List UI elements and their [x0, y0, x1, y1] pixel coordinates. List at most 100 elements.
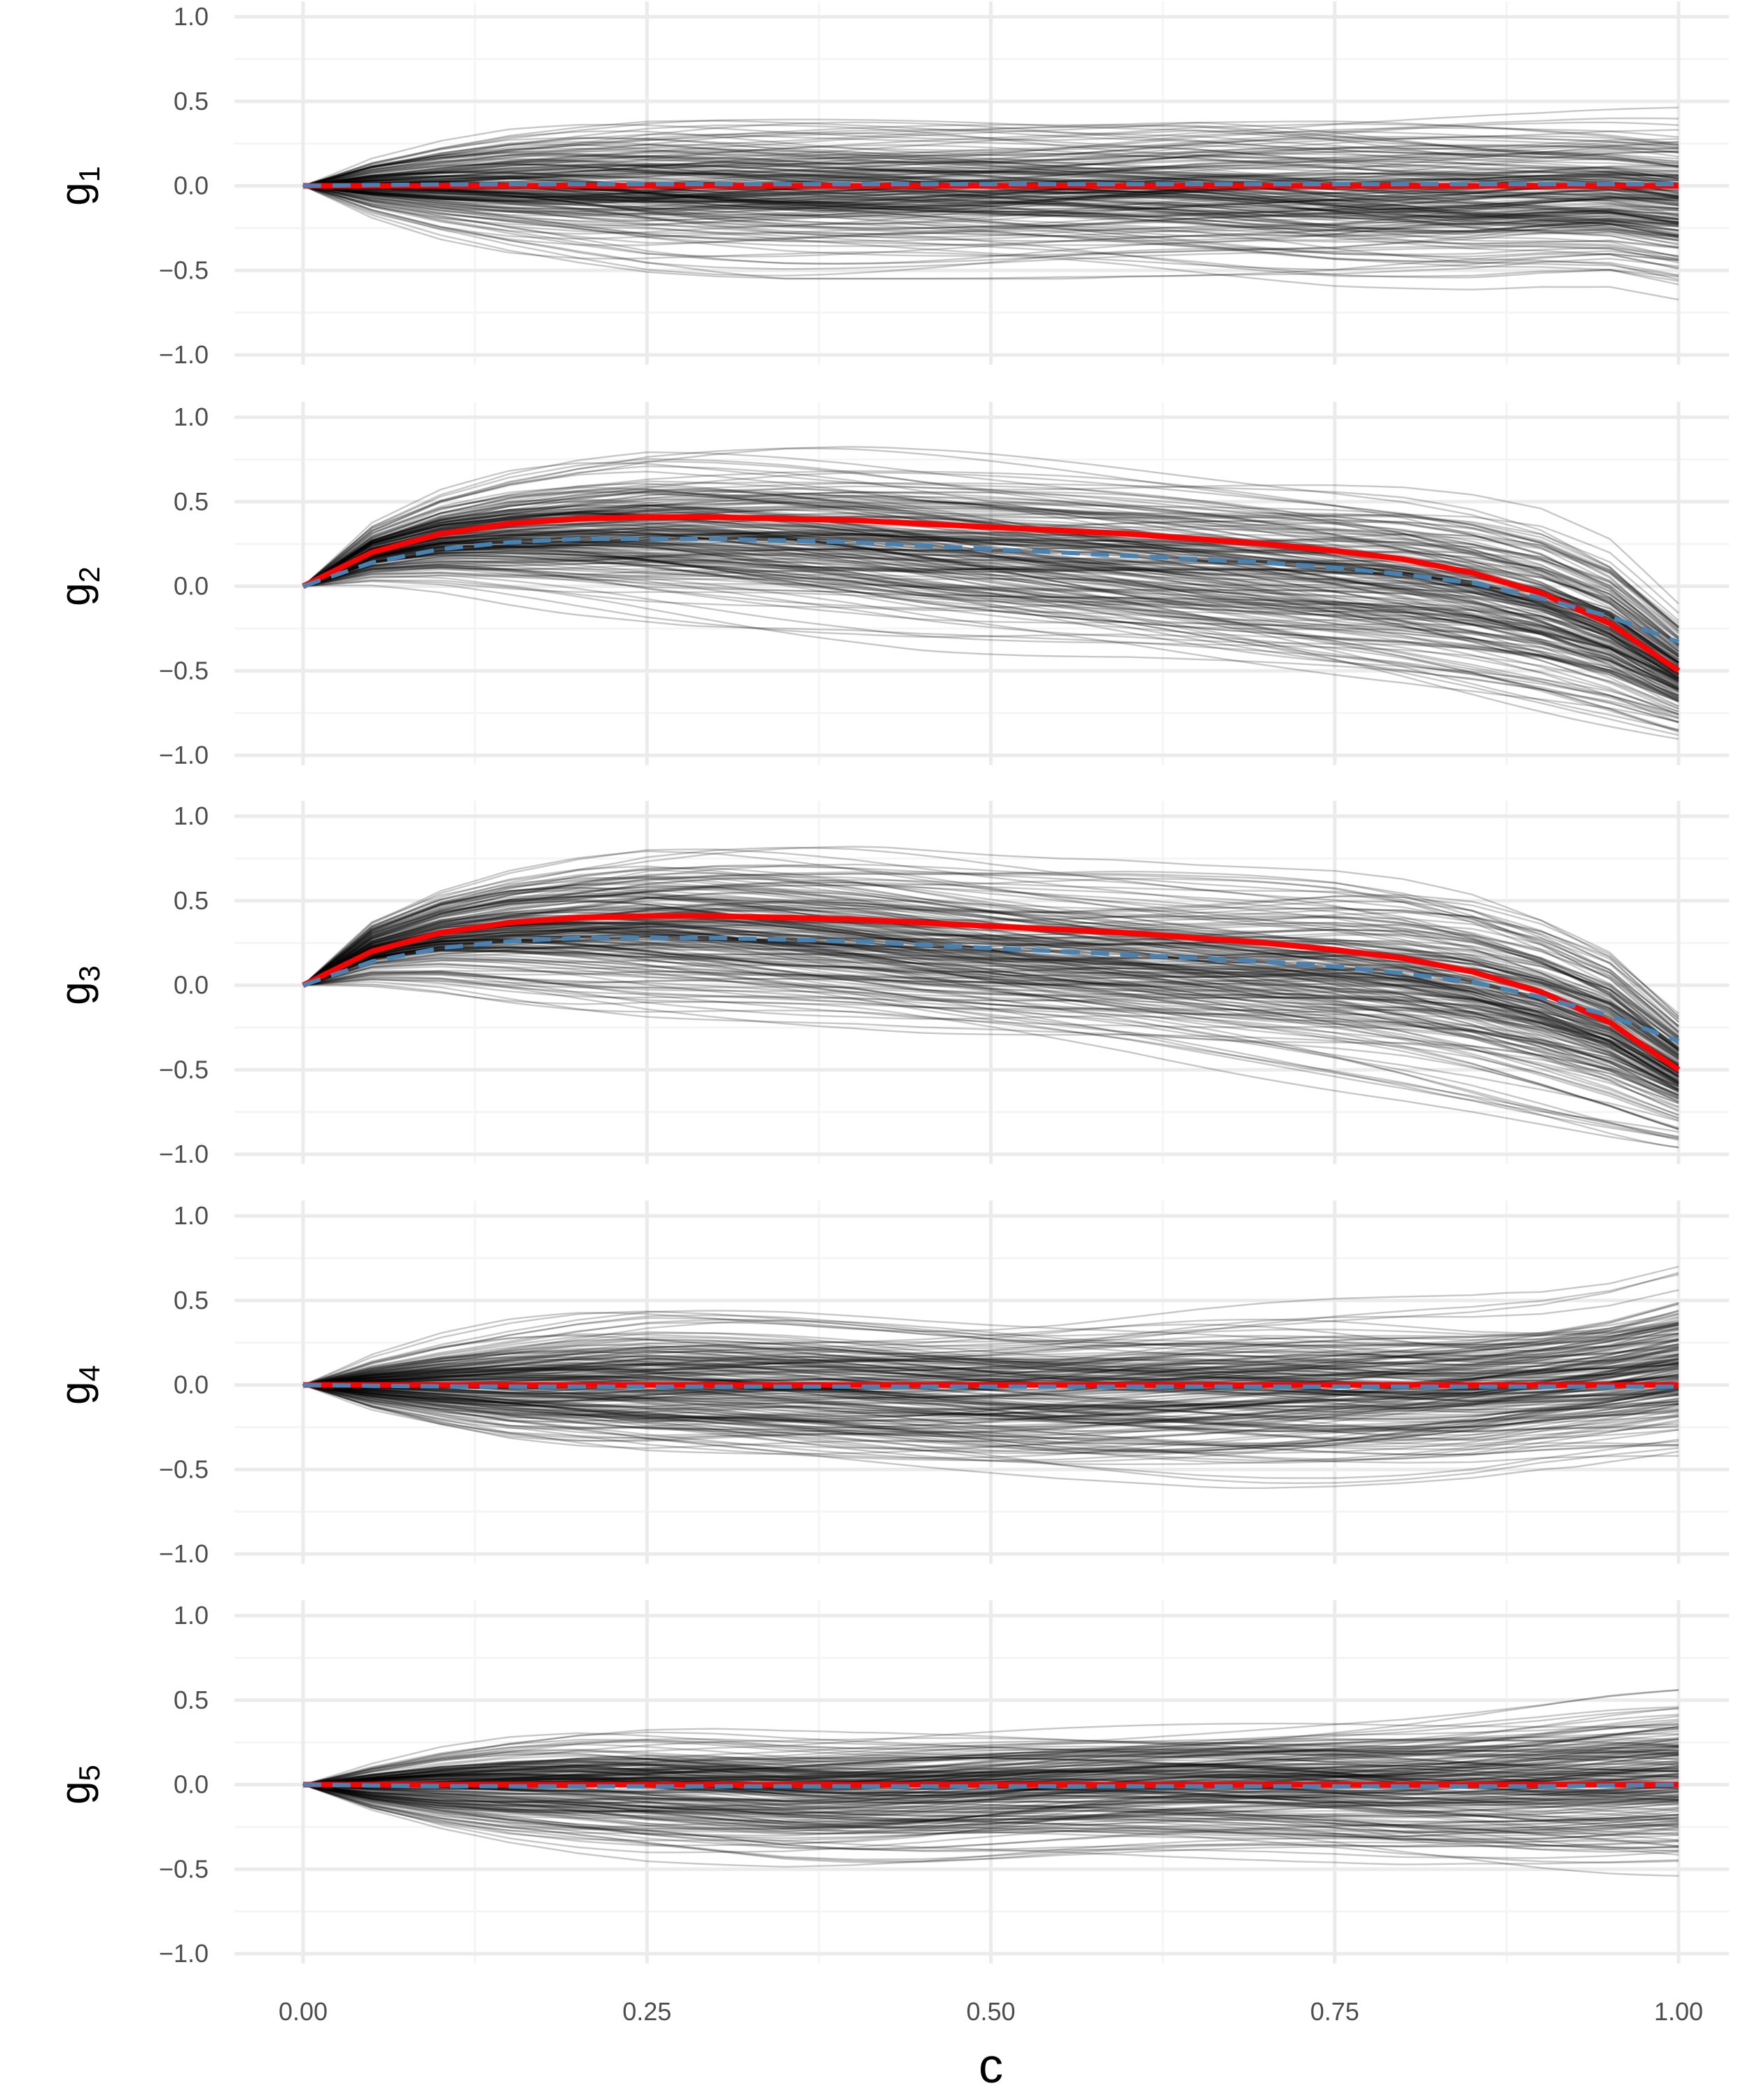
sample-curve — [302, 1782, 1679, 1825]
sample-curve — [302, 500, 1679, 649]
sample-curve — [302, 185, 1679, 262]
sample-curve — [302, 574, 1679, 723]
sample-curve — [302, 185, 1679, 265]
sample-curve — [302, 1384, 1679, 1419]
sample-curve — [302, 978, 1679, 1141]
sample-curve — [302, 892, 1679, 1018]
sample-curve — [302, 185, 1679, 280]
sample-curve — [302, 185, 1679, 237]
sample-curve — [302, 1774, 1679, 1809]
sample-curve — [302, 1748, 1679, 1786]
sample-curve — [302, 185, 1679, 242]
sample-curve — [302, 533, 1679, 696]
sample-curve — [302, 1354, 1679, 1386]
sample-curve — [302, 546, 1679, 686]
sample-curve — [302, 1771, 1679, 1807]
sample-curve — [302, 1384, 1679, 1413]
sample-curve — [302, 1738, 1679, 1786]
sample-curve — [302, 850, 1679, 1015]
sample-curve — [302, 1739, 1679, 1786]
sample-curve — [302, 551, 1679, 687]
sample-curve — [302, 505, 1679, 646]
sample-curve — [302, 516, 1679, 682]
x-tick-label: 0.50 — [966, 1997, 1015, 2026]
sample-curve — [302, 557, 1679, 694]
sample-curve — [302, 876, 1679, 1027]
sample-curve — [302, 930, 1679, 1082]
sample-curve — [302, 530, 1679, 679]
sample-curve — [302, 185, 1679, 239]
sample-curve — [302, 548, 1679, 699]
sample-curve — [302, 185, 1679, 213]
sample-curve — [302, 1384, 1679, 1436]
facet-panel-3: 1.0 0.5 0.0 −0.5 −1.0 g3 — [52, 801, 1729, 1168]
sample-curve — [302, 551, 1679, 676]
sample-curve — [302, 1754, 1679, 1786]
sample-curve — [302, 1373, 1679, 1436]
sample-curve — [302, 1728, 1679, 1786]
posterior-mean-line — [302, 182, 1679, 188]
sample-curve — [302, 458, 1679, 614]
sample-curve — [302, 1754, 1679, 1786]
sample-curve — [302, 941, 1679, 1074]
sample-curve — [302, 185, 1679, 249]
sample-curve — [302, 513, 1679, 658]
sample-curve — [302, 1726, 1679, 1786]
sample-curve — [302, 185, 1679, 230]
sample-curve — [302, 939, 1679, 1078]
sample-curve — [302, 1357, 1679, 1405]
sample-curve — [302, 528, 1679, 679]
sample-curve — [302, 1784, 1679, 1821]
sample-curve — [302, 447, 1679, 627]
sample-curve — [302, 1784, 1679, 1821]
sample-curve — [302, 1749, 1679, 1786]
sample-curve — [302, 1316, 1679, 1386]
sample-curve — [302, 526, 1679, 654]
sample-curve — [302, 1784, 1679, 1840]
sample-curve — [302, 548, 1679, 675]
sample-curve — [302, 579, 1679, 736]
y-tick-label: 0.5 — [174, 886, 209, 915]
sample-curve — [302, 899, 1679, 1040]
sample-curve — [302, 1364, 1679, 1429]
sample-curve — [302, 1730, 1679, 1788]
sample-curve — [302, 927, 1679, 1059]
sample-curve — [302, 170, 1679, 215]
facet-panel-2: 1.0 0.5 0.0 −0.5 −1.0 g2 — [52, 402, 1729, 769]
sample-curve — [302, 124, 1679, 187]
sample-curve — [302, 512, 1679, 652]
sample-curve — [302, 117, 1679, 187]
sample-curve — [302, 181, 1679, 218]
sample-curve — [302, 1384, 1679, 1433]
sample-curve — [302, 565, 1679, 703]
sample-curve — [302, 1382, 1679, 1422]
sample-curve — [302, 485, 1679, 657]
sample-curve — [302, 1744, 1679, 1786]
sample-curve — [302, 496, 1679, 646]
sample-curve — [302, 1384, 1679, 1428]
sample-curve — [302, 1784, 1679, 1837]
sample-curve — [302, 559, 1679, 718]
sample-curve — [302, 163, 1679, 204]
sample-curve — [302, 1761, 1679, 1786]
sample-curve — [302, 575, 1679, 723]
sample-curve — [302, 508, 1679, 650]
sample-curve — [302, 185, 1679, 238]
sample-curve — [302, 1384, 1679, 1462]
y-tick-label: 1.0 — [174, 1201, 209, 1230]
sample-curve — [302, 121, 1679, 187]
sample-curve — [302, 1784, 1679, 1835]
sample-curve — [302, 556, 1679, 715]
sample-curve — [302, 1384, 1679, 1441]
sample-curve — [302, 944, 1679, 1091]
sample-curve — [302, 1784, 1679, 1840]
sample-curve — [302, 1384, 1679, 1449]
sample-curve — [302, 1335, 1679, 1386]
sample-curve — [302, 1706, 1679, 1786]
sample-curve — [302, 185, 1679, 235]
sample-curve — [302, 923, 1679, 1082]
sample-curve — [302, 953, 1679, 1084]
sample-curve — [302, 899, 1679, 1052]
sample-curve — [302, 137, 1679, 187]
sample-curve — [302, 930, 1679, 1088]
